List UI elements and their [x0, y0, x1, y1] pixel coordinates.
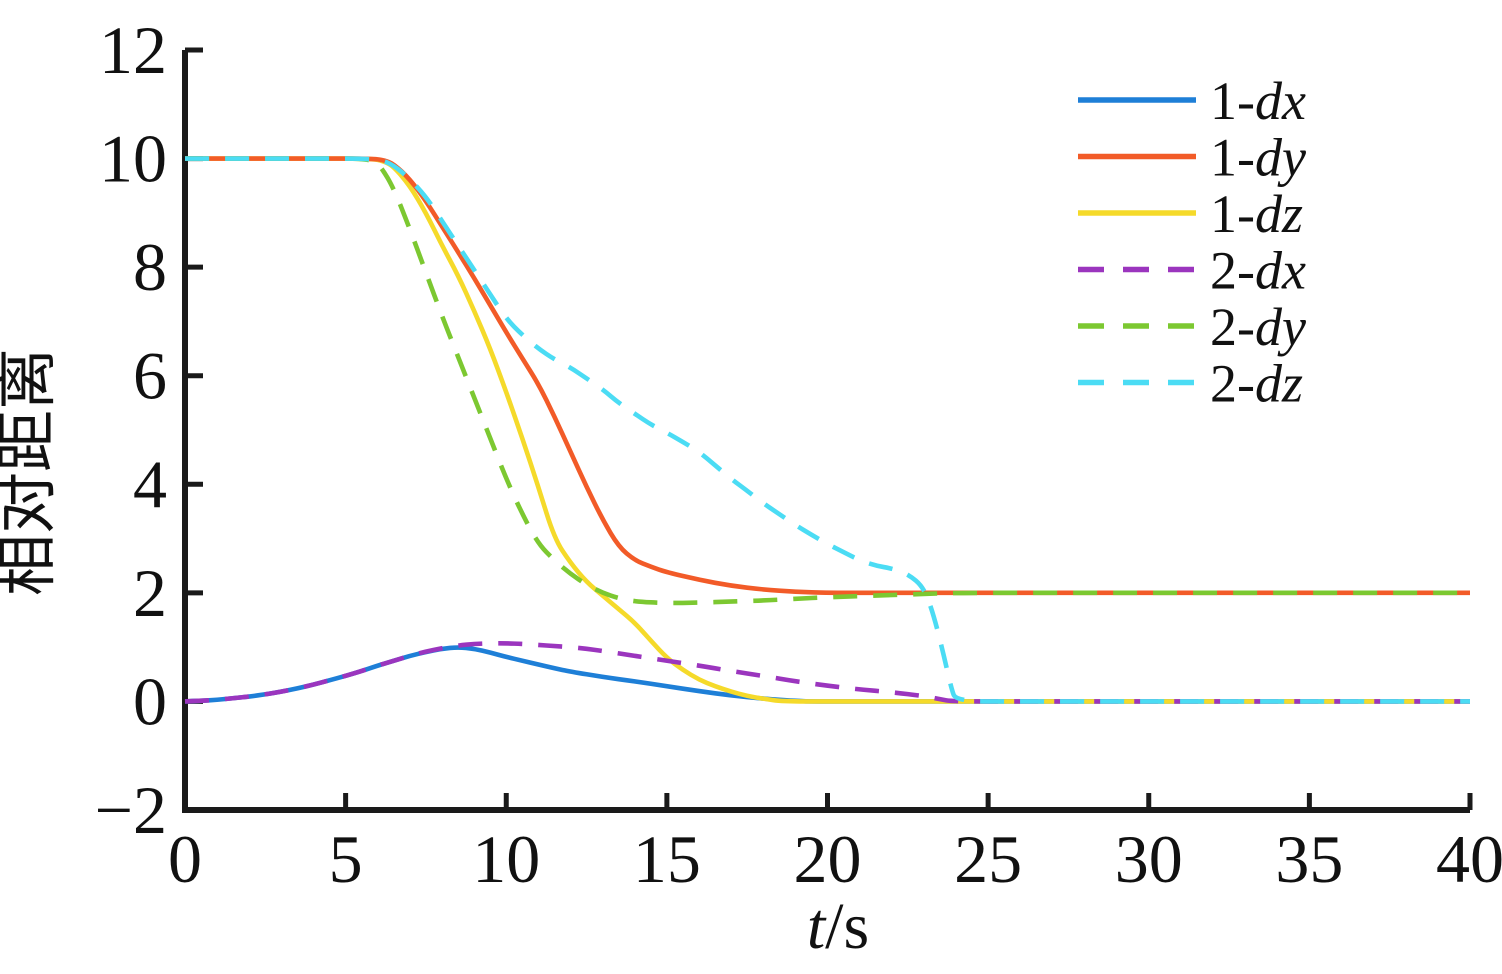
x-tick-label: 15 [633, 821, 701, 897]
y-tick-label: 2 [133, 555, 167, 631]
legend-label-1-dy: 1-dy [1210, 128, 1306, 188]
series-line-1-dy [185, 156, 1470, 596]
legend-item-2-dy: 2-dy [1078, 297, 1306, 357]
legend-layer: 1-dx1-dy1-dz2-dx2-dy2-dz [1078, 71, 1306, 414]
series-line-1-dx [184, 645, 1470, 704]
series-layer [184, 156, 1470, 704]
y-tick-label: 10 [99, 121, 167, 197]
y-tick-label: 6 [133, 338, 167, 414]
x-tick-label: 25 [954, 821, 1022, 897]
legend-item-1-dy: 1-dy [1078, 128, 1306, 188]
x-tick-label: 40 [1436, 821, 1502, 897]
legend-label-1-dx: 1-dx [1210, 71, 1306, 131]
x-tick-label: 35 [1275, 821, 1343, 897]
series-line-2-dy [185, 156, 1470, 606]
legend-item-2-dx: 2-dx [1078, 241, 1306, 301]
x-tick-label: 10 [472, 821, 540, 897]
legend-label-2-dz: 2-dz [1210, 354, 1303, 414]
y-axis-label: 相对距离 [0, 348, 62, 596]
y-tick-label: 4 [133, 446, 167, 522]
x-tick-label: 5 [329, 821, 363, 897]
legend-item-2-dz: 2-dz [1078, 354, 1303, 414]
x-tick-label: 30 [1115, 821, 1183, 897]
series-line-2-dz [185, 156, 1470, 704]
series-line-2-dx [184, 641, 1470, 704]
legend-item-1-dz: 1-dz [1078, 184, 1303, 244]
y-tick-label: 12 [99, 12, 167, 88]
y-tick-label: 0 [133, 663, 167, 739]
x-axis-label: t/s [807, 890, 869, 963]
legend-label-2-dx: 2-dx [1210, 241, 1306, 301]
x-tick-label: 20 [794, 821, 862, 897]
legend-label-2-dy: 2-dy [1210, 297, 1306, 357]
legend-label-1-dz: 1-dz [1210, 184, 1303, 244]
series-line-1-dz [185, 156, 1470, 704]
x-tick-label: 0 [168, 821, 202, 897]
legend-item-1-dx: 1-dx [1078, 71, 1306, 131]
y-tick-label: 8 [133, 229, 167, 305]
y-tick-label: −2 [95, 772, 167, 848]
